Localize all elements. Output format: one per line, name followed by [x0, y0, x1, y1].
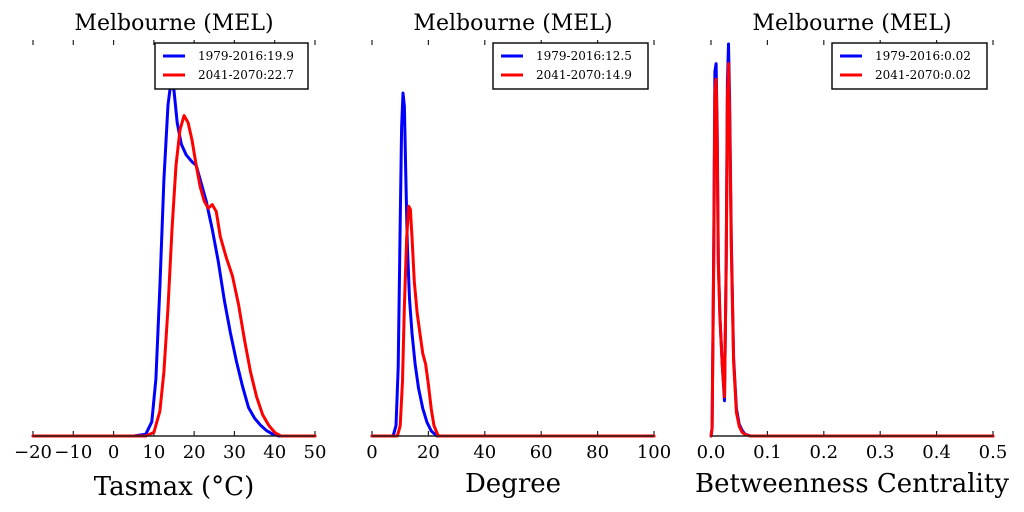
x-tick-label: 100 [637, 442, 671, 463]
x-tick-label: 80 [586, 442, 609, 463]
x-tick-label: 20 [417, 442, 440, 463]
legend-entry: 1979-2016:19.9 [198, 49, 294, 63]
legend: 1979-2016:12.5 2041-2070:14.9 [492, 42, 649, 90]
x-tick-label: 50 [304, 442, 327, 463]
x-axis-label: Degree [465, 469, 561, 499]
legend: 1979-2016:19.9 2041-2070:22.7 [154, 42, 309, 90]
legend-entry: 2041-2070:22.7 [198, 68, 294, 82]
x-tick-label: 40 [473, 442, 496, 463]
x-tick-label: 10 [142, 442, 165, 463]
x-tick-label: 0.3 [866, 442, 895, 463]
density-curve-future [709, 62, 995, 438]
density-curve-historical [31, 78, 317, 438]
x-tick-label: 0 [366, 442, 377, 463]
x-tick-label: 20 [183, 442, 206, 463]
subplot-title: Melbourne (MEL) [752, 11, 951, 36]
x-tick-label: 0.2 [809, 442, 838, 463]
subplot-title: Melbourne (MEL) [74, 11, 273, 36]
x-tick-label: 0.1 [753, 442, 782, 463]
x-tick-label: 0.4 [922, 442, 951, 463]
x-tick-label: 60 [530, 442, 553, 463]
x-tick-label: −10 [54, 442, 92, 463]
x-axis-label: Tasmax (°C) [94, 472, 254, 502]
legend-entry: 1979-2016:12.5 [536, 49, 632, 63]
subplot-3: Melbourne (MEL) 0.0 0.1 0.2 0.3 0.4 0.5 Between… [695, 11, 1009, 499]
x-tick-label: −20 [14, 442, 52, 463]
legend-entry: 1979-2016:0.02 [875, 49, 971, 63]
legend: 1979-2016:0.02 2041-2070:0.02 [831, 42, 988, 90]
legend-box [154, 42, 309, 90]
x-tick-label: 0.0 [697, 442, 726, 463]
legend-entry: 2041-2070:14.9 [536, 68, 632, 82]
legend-entry: 2041-2070:0.02 [875, 68, 971, 82]
x-tick-label: 30 [223, 442, 246, 463]
x-axis-label: Betweenness Centrality [695, 469, 1009, 499]
x-tick-label: 0 [108, 442, 119, 463]
density-curve-future [370, 204, 656, 438]
x-tick-label: 0.5 [979, 442, 1008, 463]
subplot-title: Melbourne (MEL) [413, 11, 612, 36]
x-tick-label: 40 [263, 442, 286, 463]
subplot-1: Melbourne (MEL) −20 −10 0 10 20 30 40 50 Tasmax (… [14, 11, 326, 502]
density-curve-future [31, 114, 317, 438]
density-curve-historical [709, 42, 995, 438]
subplot-2: Melbourne (MEL) 0 20 40 60 80 100 Degree 1979-20… [366, 11, 671, 499]
legend-box [492, 42, 649, 90]
legend-box [831, 42, 988, 90]
